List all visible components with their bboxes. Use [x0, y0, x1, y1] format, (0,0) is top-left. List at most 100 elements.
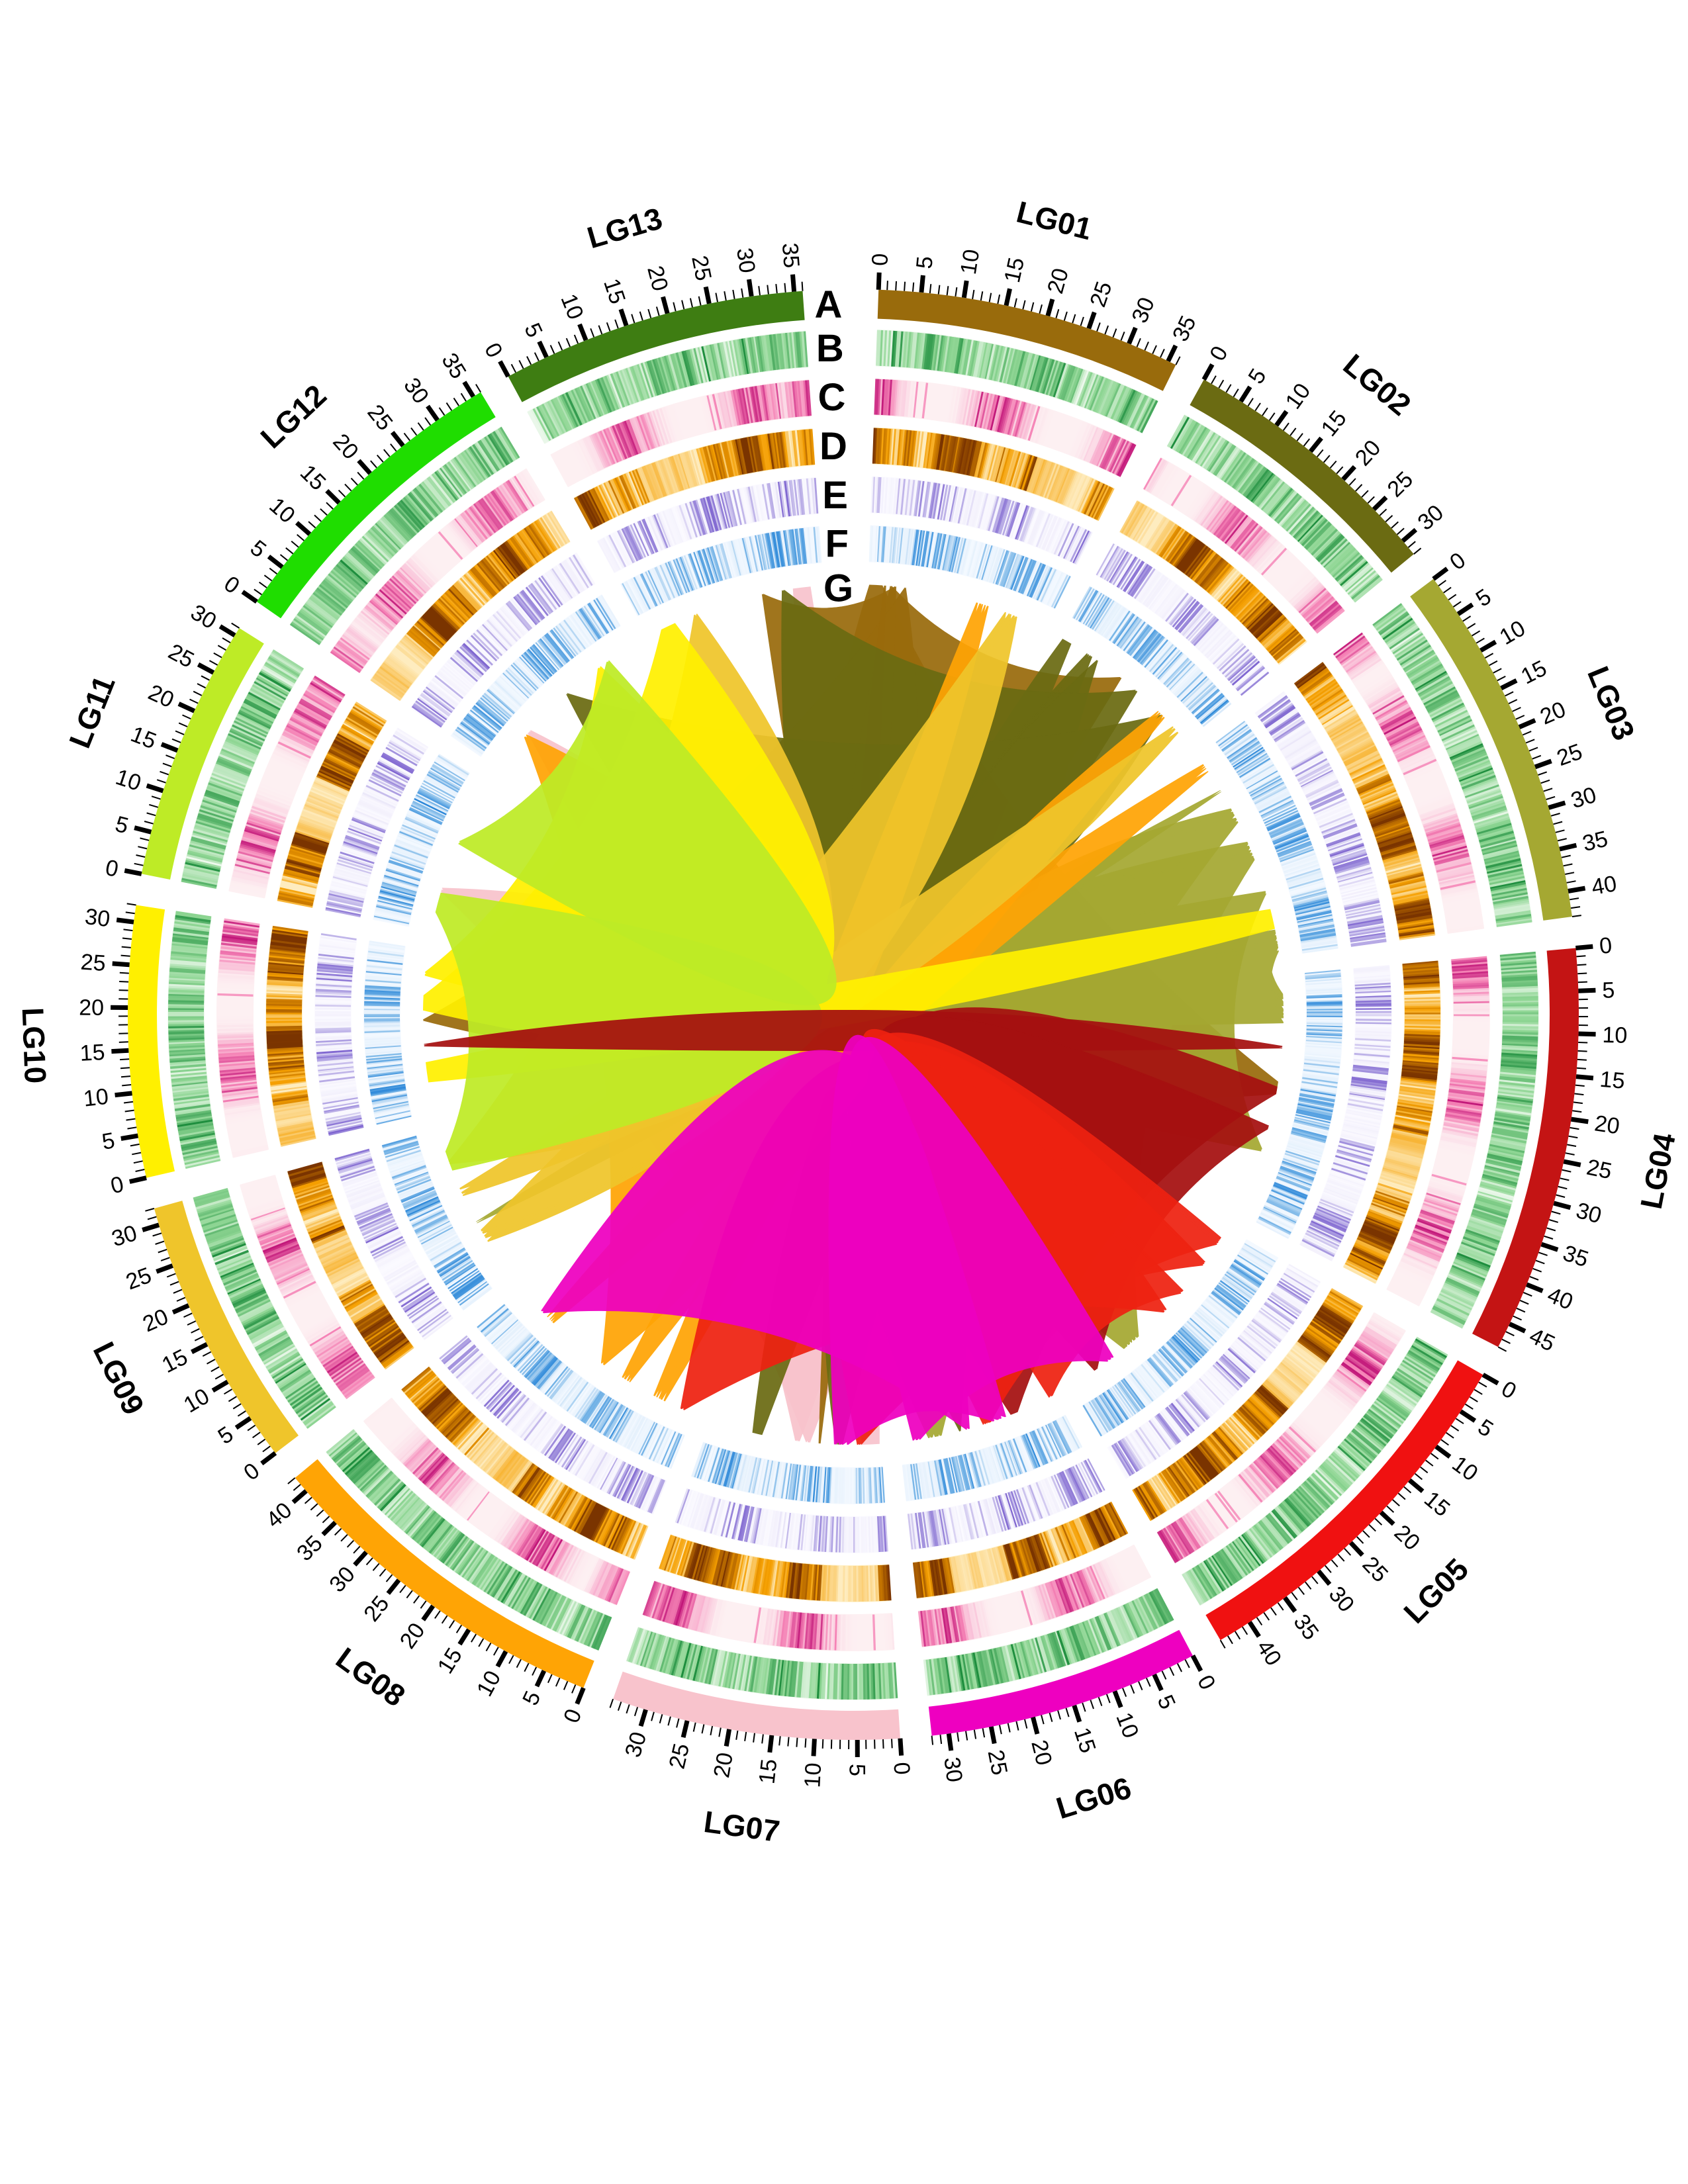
minor-tick-LG09-11 — [214, 1373, 224, 1380]
minor-tick-LG08-38 — [310, 1503, 318, 1511]
minor-tick-LG11-26 — [209, 660, 218, 666]
tick-label-LG09-5: 5 — [214, 1422, 238, 1449]
chrom-label-LG13: LG13 — [583, 201, 666, 255]
track-B-LG01 — [875, 329, 1158, 434]
minor-tick-LG11-18 — [178, 722, 188, 727]
minor-tick-LG07-21 — [718, 1727, 722, 1737]
minor-tick-LG12-19 — [357, 471, 365, 480]
minor-tick-LG01-9 — [955, 287, 958, 297]
minor-tick-LG12-3 — [263, 574, 273, 582]
minor-tick-LG11-12 — [160, 770, 169, 776]
minor-tick-LG07-31 — [633, 1707, 639, 1717]
major-tick-LG04-45 — [1508, 1322, 1526, 1334]
minor-tick-LG09-16 — [194, 1336, 204, 1342]
minor-tick-LG05-22 — [1368, 1524, 1376, 1532]
major-tick-LG06-5 — [1152, 1673, 1164, 1692]
minor-tick-LG03-4 — [1452, 601, 1462, 608]
major-tick-LG09-10 — [211, 1379, 229, 1393]
major-tick-LG08-5 — [534, 1670, 547, 1688]
major-tick-LG01-10 — [961, 280, 969, 298]
ideogram-LG08 — [295, 1459, 594, 1688]
minor-tick-LG04-23 — [1567, 1144, 1577, 1147]
major-tick-LG08-30 — [353, 1550, 368, 1567]
tick-label-LG08-0: 0 — [559, 1706, 586, 1727]
minor-tick-LG08-12 — [485, 1642, 492, 1652]
major-tick-LG06-20 — [1031, 1716, 1040, 1735]
axis-ticks — [111, 272, 1596, 1758]
minor-tick-LG09-3 — [252, 1432, 261, 1439]
major-tick-LG12-0 — [241, 590, 258, 604]
tick-label-LG02-0: 0 — [1205, 342, 1233, 365]
ideogram-LG04 — [1472, 948, 1579, 1347]
major-tick-LG03-35 — [1559, 842, 1577, 852]
minor-tick-LG04-33 — [1546, 1227, 1556, 1232]
tick-label-LG02-20: 20 — [1350, 435, 1386, 471]
track-C-LG06 — [917, 1544, 1152, 1648]
major-tick-LG04-30 — [1553, 1201, 1571, 1210]
minor-tick-LG02-3 — [1225, 384, 1232, 393]
track-B-LG12 — [289, 426, 520, 646]
tick-label-LG01-30: 30 — [1127, 294, 1160, 326]
minor-tick-LG13-6 — [549, 345, 555, 354]
minor-tick-LG02-31 — [1407, 541, 1416, 548]
major-tick-LG05-30 — [1317, 1569, 1332, 1586]
minor-tick-LG12-17 — [344, 483, 352, 492]
tick-label-LG09-10: 10 — [179, 1383, 214, 1418]
minor-tick-LG02-12 — [1289, 428, 1297, 436]
minor-tick-LG03-24 — [1532, 754, 1542, 760]
minor-tick-LG05-24 — [1356, 1536, 1364, 1544]
minor-tick-LG11-16 — [171, 738, 181, 743]
minor-tick-LG04-36 — [1538, 1251, 1548, 1256]
minor-tick-LG12-11 — [308, 521, 316, 529]
minor-tick-LG07-16 — [761, 1734, 764, 1744]
major-tick-LG11-25 — [197, 662, 215, 675]
minor-tick-LG05-7 — [1450, 1425, 1460, 1432]
tick-label-LG05-10: 10 — [1448, 1451, 1483, 1486]
minor-tick-LG03-6 — [1462, 615, 1472, 622]
track-F-LG06 — [902, 1414, 1083, 1502]
track-C-LG09 — [240, 1175, 376, 1400]
major-tick-LG04-15 — [1575, 1074, 1594, 1081]
minor-tick-LG09-14 — [202, 1351, 212, 1357]
minor-tick-LG06-17 — [1057, 1710, 1061, 1720]
major-tick-LG02-0 — [1201, 363, 1215, 381]
major-tick-LG02-30 — [1401, 527, 1418, 543]
minor-tick-LG08-36 — [322, 1516, 330, 1524]
minor-tick-LG10-27 — [121, 946, 131, 948]
tick-label-LG04-10: 10 — [1602, 1023, 1628, 1048]
major-tick-LG02-15 — [1309, 436, 1323, 453]
minor-tick-LG11-27 — [213, 652, 222, 659]
tick-label-LG07-15: 15 — [754, 1758, 782, 1786]
minor-tick-LG02-24 — [1367, 496, 1375, 504]
minor-tick-LG02-23 — [1361, 490, 1369, 498]
major-tick-LG02-20 — [1341, 465, 1356, 481]
minor-tick-LG11-13 — [162, 762, 172, 768]
tick-label-LG12-15: 15 — [295, 460, 331, 496]
track-E-LG04 — [1299, 965, 1393, 1261]
minor-tick-LG12-14 — [326, 502, 334, 510]
major-tick-LG10-15 — [111, 1048, 129, 1054]
minor-tick-LG07-24 — [692, 1722, 696, 1732]
minor-tick-LG12-23 — [383, 449, 391, 457]
minor-tick-LG10-6 — [127, 1126, 137, 1130]
tick-label-LG09-20: 20 — [139, 1304, 172, 1337]
track-letter-B: B — [816, 327, 844, 370]
minor-tick-LG02-6 — [1247, 398, 1254, 407]
tick-label-LG12-5: 5 — [246, 535, 271, 563]
ideogram-LG13 — [508, 291, 805, 402]
ideogram-LG12 — [256, 392, 496, 619]
minor-tick-LG13-18 — [647, 308, 652, 318]
track-C-LG12 — [330, 468, 545, 674]
major-tick-LG08-10 — [495, 1650, 508, 1668]
minor-tick-LG04-26 — [1562, 1169, 1571, 1173]
track-C-LG03 — [1333, 632, 1485, 934]
minor-tick-LG12-29 — [424, 417, 432, 426]
minor-tick-LG03-36 — [1561, 854, 1571, 858]
major-tick-LG03-25 — [1534, 758, 1552, 770]
minor-tick-LG12-9 — [297, 533, 305, 541]
minor-tick-LG02-14 — [1303, 438, 1311, 447]
tick-label-LG11-30: 30 — [186, 600, 220, 634]
major-tick-LG02-10 — [1274, 410, 1289, 427]
minor-tick-LG08-31 — [353, 1545, 361, 1554]
minor-tick-LG08-29 — [365, 1557, 373, 1566]
